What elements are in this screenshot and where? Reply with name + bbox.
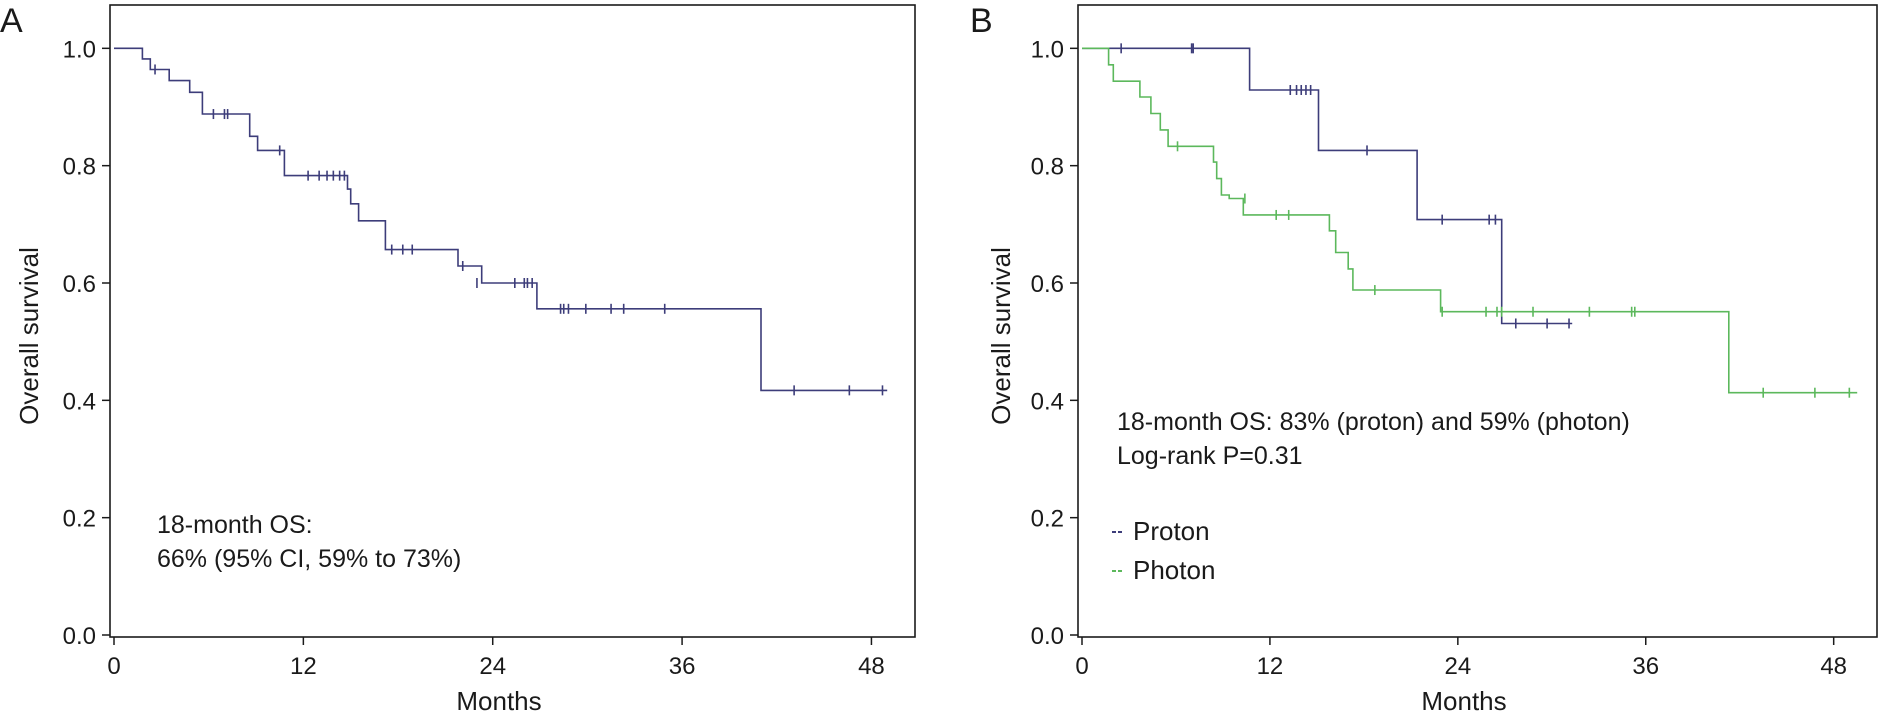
x-tick-label: 24 xyxy=(479,653,506,680)
y-tick-label: 0.4 xyxy=(1031,388,1064,415)
panel-letter: B xyxy=(970,2,993,40)
x-tick-label: 12 xyxy=(1257,653,1284,680)
x-tick-label: 24 xyxy=(1444,653,1471,680)
y-tick-label: 0.0 xyxy=(1031,623,1064,650)
annotation-line-2: Log-rank P=0.31 xyxy=(1117,442,1303,470)
annotation-line-1: 18-month OS: 83% (proton) and 59% (photo… xyxy=(1117,408,1630,436)
axes: 0 12 24 36 48 0.0 0.2 0.4 0.6 0.8 1.0 xyxy=(63,36,885,680)
annotation-line-2: 66% (95% CI, 59% to 73%) xyxy=(157,545,461,573)
series-layer xyxy=(114,47,888,396)
survival-curve-proton xyxy=(1082,47,1573,325)
plot-frame xyxy=(1077,4,1878,638)
plot-frame xyxy=(109,4,916,638)
y-tick-label: 0.8 xyxy=(63,154,96,181)
annotation-line-1: 18-month OS: xyxy=(157,511,313,539)
legend-label-photon: Photon xyxy=(1133,555,1215,585)
y-tick-label: 1.0 xyxy=(1031,36,1064,63)
legend-label-proton: Proton xyxy=(1133,516,1210,546)
panel-letter: A xyxy=(0,2,23,40)
axes: 0 12 24 36 48 0.0 0.2 0.4 0.6 0.8 1.0 xyxy=(1031,36,1847,680)
y-axis-title: Overall survival xyxy=(986,247,1016,425)
y-axis-title: Overall survival xyxy=(14,247,44,425)
y-tick-label: 0.6 xyxy=(1031,271,1064,298)
x-tick-label: 0 xyxy=(1075,653,1088,680)
x-axis-title: Months xyxy=(456,686,541,716)
y-tick-label: 0.2 xyxy=(1031,506,1064,533)
x-tick-label: 36 xyxy=(669,653,696,680)
series-layer xyxy=(1082,43,1858,398)
legend: Proton Photon xyxy=(1112,516,1215,585)
y-tick-label: 0.8 xyxy=(1031,154,1064,181)
y-tick-label: 0.0 xyxy=(63,623,96,650)
legend-item-photon: Photon xyxy=(1112,555,1215,585)
y-tick-label: 0.2 xyxy=(63,506,96,533)
panel-b: B 0 12 24 36 48 0.0 0.2 0.4 0.6 0.8 1.0 Months Ove… xyxy=(970,2,1878,716)
x-tick-label: 12 xyxy=(290,653,317,680)
legend-item-proton: Proton xyxy=(1112,516,1210,546)
y-tick-label: 0.4 xyxy=(63,388,96,415)
x-tick-label: 0 xyxy=(107,653,120,680)
y-tick-label: 0.6 xyxy=(63,271,96,298)
x-tick-label: 48 xyxy=(1820,653,1847,680)
survival-curve-photon xyxy=(1082,47,1858,394)
y-tick-label: 1.0 xyxy=(63,36,96,63)
survival-curve-series-1 xyxy=(114,47,888,392)
x-tick-label: 48 xyxy=(858,653,885,680)
panel-a: A 0 12 24 36 48 0.0 0.2 0.4 0.6 0.8 1.0 Months Ove… xyxy=(0,2,916,716)
x-tick-label: 36 xyxy=(1632,653,1659,680)
x-axis-title: Months xyxy=(1421,686,1506,716)
